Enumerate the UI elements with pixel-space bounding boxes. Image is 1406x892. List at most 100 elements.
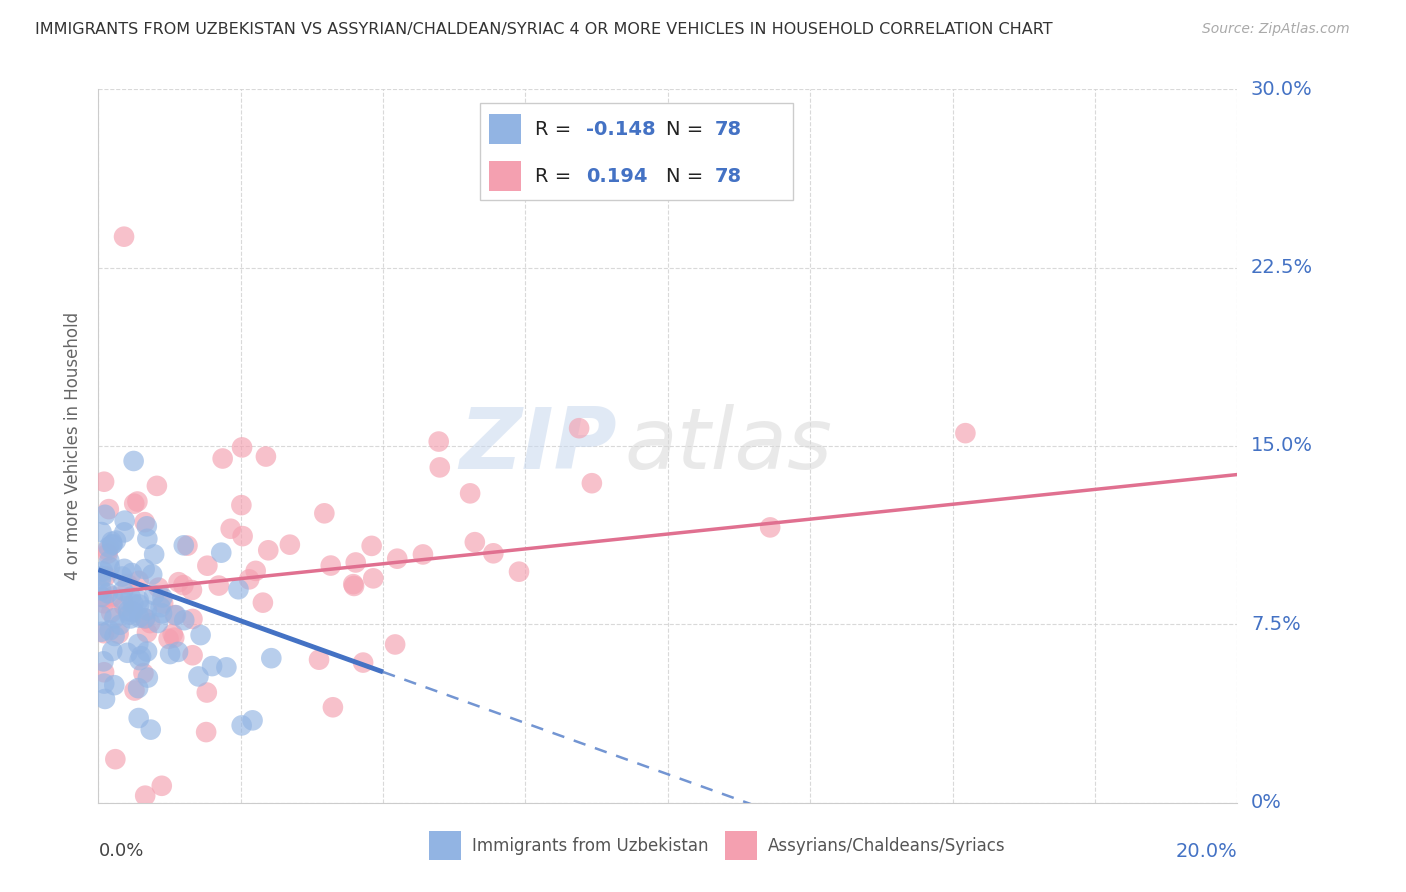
Point	[136, 532, 159, 546]
Point	[581, 476, 603, 491]
Point	[172, 578, 194, 592]
Point	[139, 616, 162, 631]
Point	[173, 538, 195, 552]
Point	[342, 577, 364, 591]
Point	[101, 644, 124, 658]
Point	[245, 564, 267, 578]
Point	[94, 569, 117, 583]
Point	[90, 583, 112, 598]
Point	[112, 599, 135, 614]
Point	[167, 645, 190, 659]
Point	[231, 441, 253, 455]
Point	[190, 628, 212, 642]
Point	[120, 590, 142, 604]
Point	[136, 671, 159, 685]
Point	[146, 479, 169, 493]
Point	[98, 560, 121, 574]
Point	[231, 718, 253, 732]
Point	[112, 525, 135, 540]
Point	[134, 611, 156, 625]
Point	[127, 637, 149, 651]
Point	[122, 497, 145, 511]
Point	[94, 692, 117, 706]
Point	[352, 656, 374, 670]
Point	[387, 551, 409, 566]
Point	[97, 540, 120, 554]
Point	[136, 644, 159, 658]
Point	[124, 683, 146, 698]
Y-axis label: 4 or more Vehicles in Household: 4 or more Vehicles in Household	[65, 312, 83, 580]
Point	[112, 562, 135, 576]
Text: 15.0%: 15.0%	[1251, 436, 1313, 456]
Point	[127, 494, 149, 508]
Point	[568, 421, 591, 435]
Point	[104, 533, 127, 548]
Point	[344, 556, 367, 570]
Point	[152, 591, 174, 605]
Point	[149, 600, 172, 615]
Point	[181, 612, 204, 626]
Point	[90, 590, 112, 604]
Point	[163, 608, 186, 623]
Point	[143, 548, 166, 562]
Point	[128, 593, 150, 607]
Text: R =: R =	[534, 120, 576, 138]
Point	[128, 610, 150, 624]
Point	[129, 649, 152, 664]
Point	[111, 569, 134, 583]
Point	[254, 450, 277, 464]
Text: IMMIGRANTS FROM UZBEKISTAN VS ASSYRIAN/CHALDEAN/SYRIAC 4 OR MORE VEHICLES IN HOU: IMMIGRANTS FROM UZBEKISTAN VS ASSYRIAN/C…	[35, 22, 1053, 37]
Point	[101, 538, 124, 552]
Point	[157, 632, 180, 646]
Point	[146, 615, 169, 630]
Point	[132, 666, 155, 681]
Point	[508, 565, 530, 579]
Point	[97, 586, 120, 600]
Point	[412, 548, 434, 562]
Text: atlas: atlas	[624, 404, 832, 488]
FancyBboxPatch shape	[489, 114, 522, 145]
Point	[181, 582, 204, 597]
Point	[128, 711, 150, 725]
FancyBboxPatch shape	[725, 831, 756, 860]
Point	[112, 229, 135, 244]
Point	[314, 506, 336, 520]
Point	[319, 558, 342, 573]
Text: 0%: 0%	[1251, 793, 1282, 813]
Point	[211, 451, 233, 466]
Point	[195, 558, 218, 573]
Point	[97, 547, 120, 561]
Point	[427, 434, 450, 449]
Point	[112, 583, 135, 598]
Point	[165, 608, 187, 623]
Point	[104, 629, 127, 643]
Point	[195, 725, 218, 739]
Point	[458, 486, 481, 500]
Point	[94, 508, 117, 522]
Point	[103, 678, 125, 692]
Point	[122, 454, 145, 468]
Point	[134, 562, 156, 576]
Point	[96, 543, 118, 558]
Text: 0.0%: 0.0%	[98, 842, 143, 860]
Point	[482, 546, 505, 560]
Point	[108, 617, 131, 632]
Point	[101, 590, 124, 604]
Text: ZIP: ZIP	[458, 404, 617, 488]
Point	[162, 627, 184, 641]
Point	[238, 573, 260, 587]
Point	[122, 597, 145, 611]
Point	[759, 520, 782, 534]
Point	[219, 522, 242, 536]
Point	[181, 648, 204, 663]
Point	[464, 535, 486, 549]
Point	[163, 631, 186, 645]
Point	[93, 654, 115, 668]
Point	[429, 460, 451, 475]
Point	[120, 611, 142, 625]
Point	[117, 646, 139, 660]
Point	[143, 588, 166, 602]
Point	[278, 538, 301, 552]
Point	[159, 647, 181, 661]
Point	[148, 581, 170, 595]
